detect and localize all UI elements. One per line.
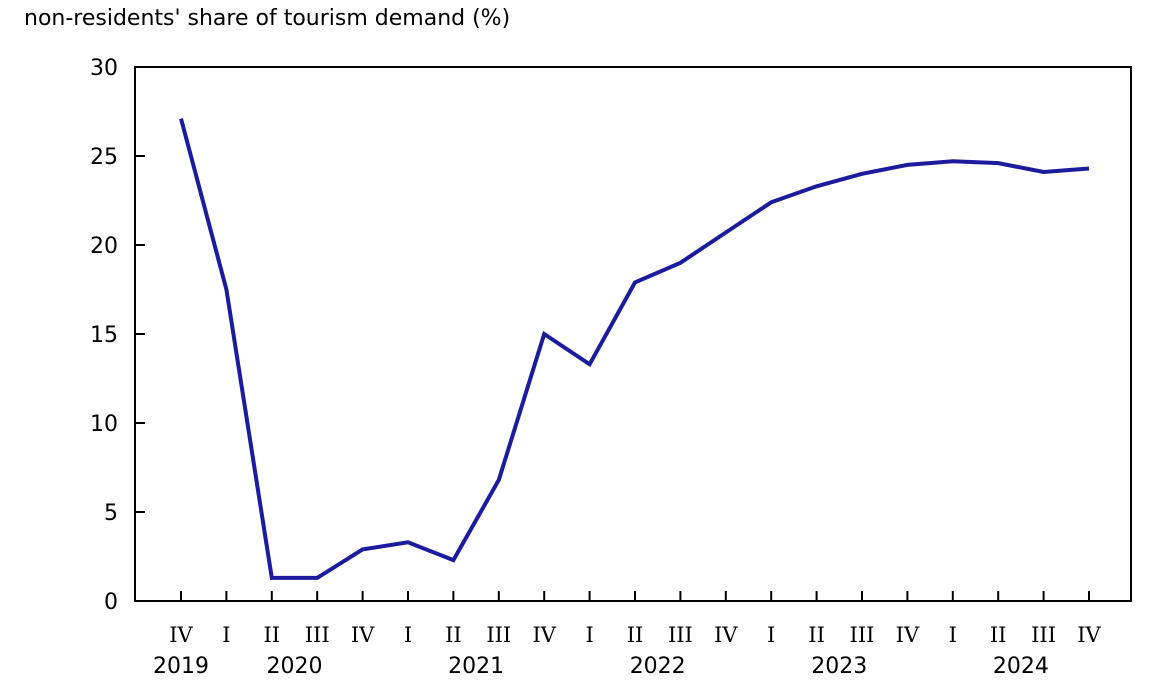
y-axis-tick-label: 15: [90, 323, 118, 348]
x-axis-year-label: 2022: [630, 654, 686, 679]
x-axis-quarter-label: III: [850, 623, 875, 647]
x-axis-quarter-label: III: [1031, 623, 1056, 647]
y-axis-tick-label: 10: [90, 412, 118, 437]
x-axis-year-label: 2019: [153, 654, 209, 679]
x-axis-quarter-label: I: [222, 623, 230, 647]
x-axis-quarter-label: IV: [351, 623, 375, 647]
x-axis-quarter-label: IV: [169, 623, 193, 647]
x-axis-quarter-label: II: [808, 623, 825, 647]
x-axis-quarter-label: II: [990, 623, 1007, 647]
x-axis-quarter-label: I: [585, 623, 593, 647]
x-axis-quarter-label: III: [305, 623, 330, 647]
x-axis-quarter-label: I: [767, 623, 775, 647]
y-axis-tick-label: 0: [104, 590, 118, 615]
x-axis-quarter-label: II: [445, 623, 462, 647]
x-axis-year-label: 2023: [811, 654, 867, 679]
y-axis-tick-label: 20: [90, 234, 118, 259]
x-axis-quarter-label: I: [949, 623, 957, 647]
x-axis-quarter-label: III: [668, 623, 693, 647]
y-axis-tick-label: 30: [90, 56, 118, 81]
x-axis-quarter-label: II: [264, 623, 281, 647]
x-axis-quarter-label: III: [486, 623, 511, 647]
x-axis-year-label: 2020: [267, 654, 323, 679]
tourism-demand-line: [179, 118, 1090, 580]
x-axis-quarter-label: I: [404, 623, 412, 647]
y-axis-tick-label: 25: [90, 145, 118, 170]
chart-title: non-residents' share of tourism demand (…: [24, 6, 511, 31]
x-axis-quarter-label: IV: [1077, 623, 1101, 647]
y-axis-tick-label: 5: [104, 501, 118, 526]
x-axis-quarter-label: II: [627, 623, 644, 647]
x-axis-year-label: 2024: [993, 654, 1049, 679]
x-axis-quarter-label: IV: [532, 623, 556, 647]
plot-frame: [134, 66, 1132, 602]
x-axis-quarter-label: IV: [896, 623, 920, 647]
x-axis-quarter-label: IV: [714, 623, 738, 647]
x-axis-year-label: 2021: [448, 654, 504, 679]
